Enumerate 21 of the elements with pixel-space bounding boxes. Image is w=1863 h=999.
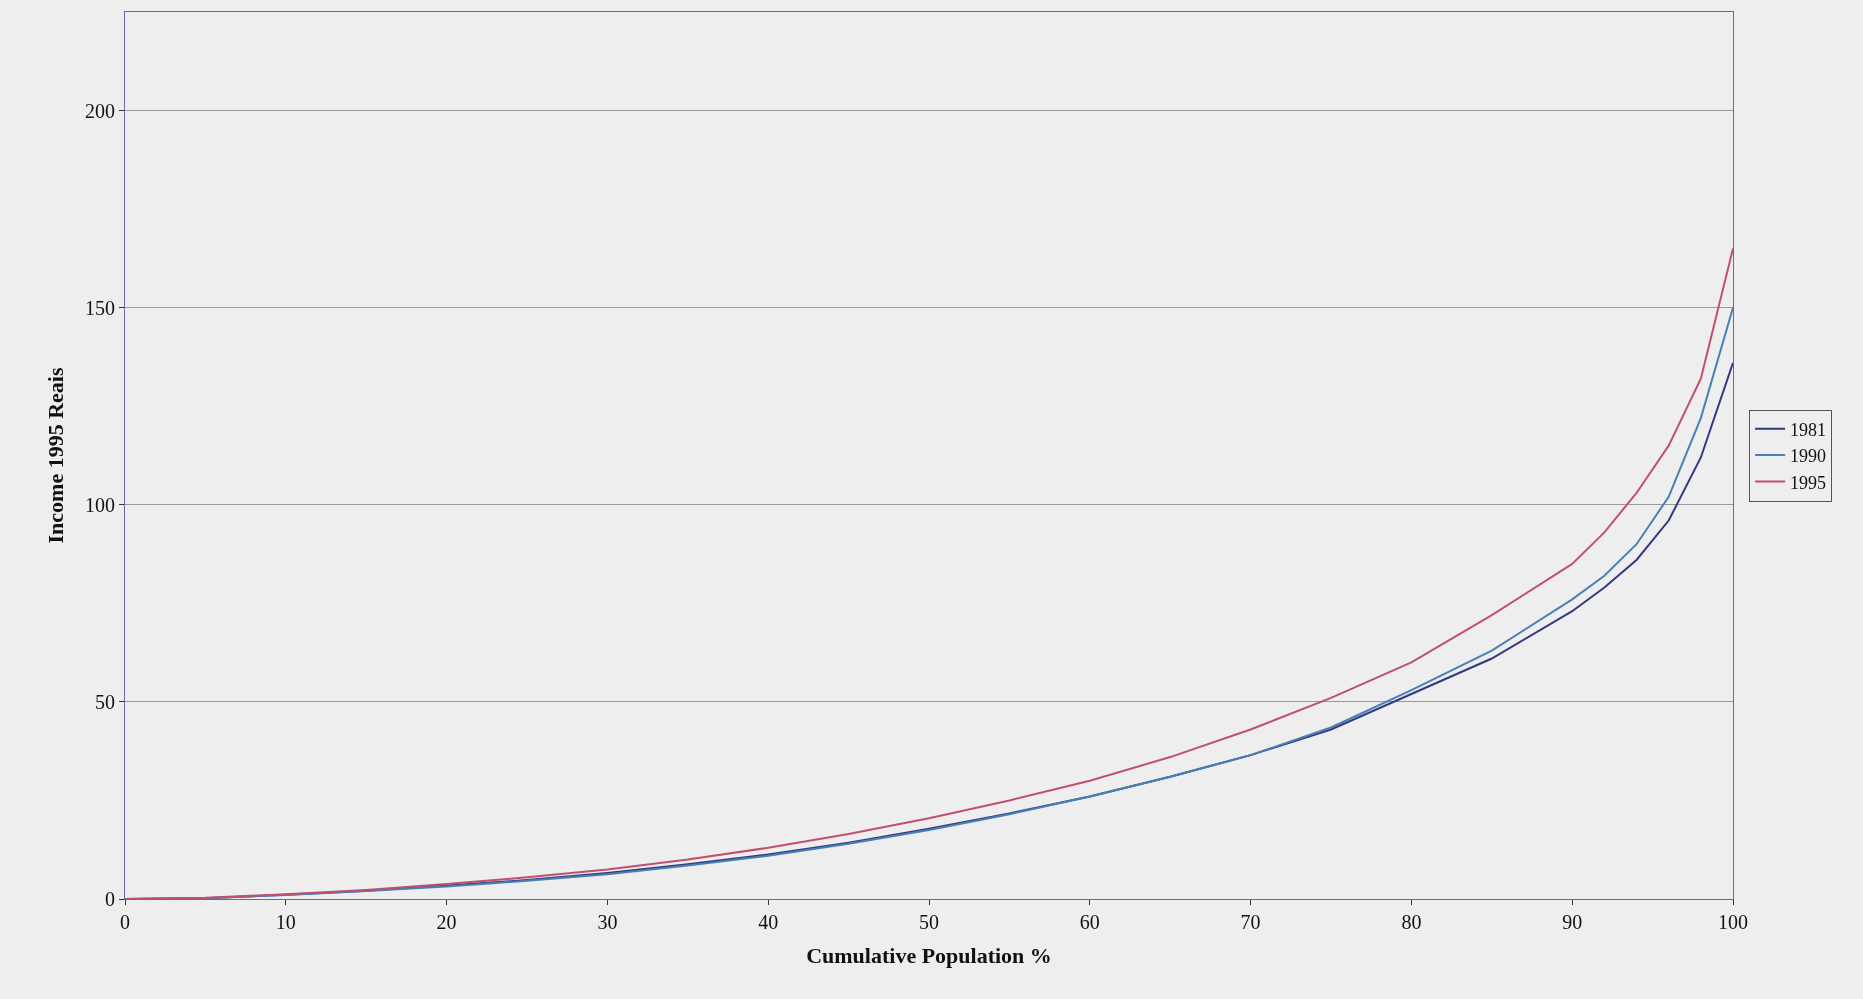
y-tick-label: 150 <box>85 296 115 319</box>
x-tick-label: 80 <box>1401 911 1422 933</box>
x-tick-label: 60 <box>1079 911 1100 933</box>
y-tick-label: 50 <box>95 690 115 713</box>
x-axis-title: Cumulative Population % <box>806 942 1052 968</box>
y-tick-label: 0 <box>105 888 115 910</box>
x-tick-label: 20 <box>436 911 457 933</box>
legend-label: 1990 <box>1790 446 1827 467</box>
y-tick-label: 200 <box>85 99 115 122</box>
x-tick-label: 90 <box>1562 911 1583 933</box>
x-tick-label: 100 <box>1718 911 1748 933</box>
x-tick-label: 50 <box>919 911 939 933</box>
x-tick-label: 0 <box>120 911 130 933</box>
y-tick-label: 100 <box>85 493 115 516</box>
legend-label: 1995 <box>1790 472 1827 493</box>
legend-label: 1981 <box>1790 419 1827 440</box>
x-tick-label: 10 <box>275 911 296 933</box>
x-tick-label: 70 <box>1240 911 1261 933</box>
y-axis-title: Income 1995 Reais <box>42 367 68 544</box>
x-tick-label: 40 <box>758 911 779 933</box>
x-tick-label: 30 <box>597 911 618 933</box>
